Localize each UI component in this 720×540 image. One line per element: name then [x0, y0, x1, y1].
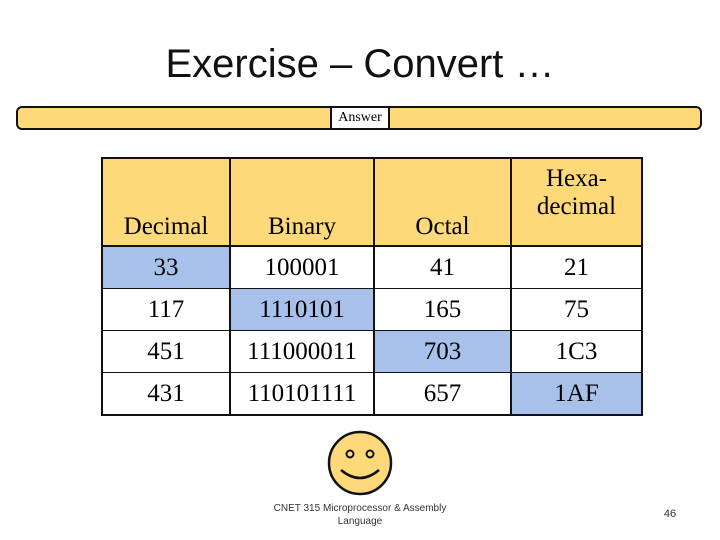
table-cell: 657: [373, 372, 512, 415]
header-octal: Octal: [373, 158, 512, 247]
smiley-face-icon: [327, 430, 393, 496]
table-cell: 431: [101, 372, 231, 415]
header-decimal: Decimal: [101, 158, 231, 247]
table-row: 117 1110101 165 75: [101, 288, 643, 331]
table-cell: 110101111: [229, 372, 375, 415]
table-cell: 1C3: [510, 330, 643, 373]
header-binary: Binary: [229, 158, 375, 247]
table-cell: 41: [373, 245, 512, 289]
header-hexadecimal-line-1: Hexa-: [545, 165, 608, 192]
table-cell: 451: [101, 330, 231, 373]
table-row: 33 100001 41 21: [101, 245, 643, 289]
table-header-row: Decimal Binary Octal Hexa-decimal: [101, 158, 643, 247]
footer-text: CNET 315 Microprocessor & Assembly Langu…: [273, 503, 447, 527]
slide-title: Exercise – Convert …: [165, 42, 555, 86]
table-row: 451 111000011 703 1C3: [101, 330, 643, 373]
table-cell: 165: [373, 288, 512, 331]
table-cell: 21: [510, 245, 643, 289]
table-cell: 703: [373, 330, 512, 373]
table-cell: 1110101: [229, 288, 375, 331]
table-cell: 75: [510, 288, 643, 331]
answer-label: Answer: [330, 106, 390, 130]
conversion-table: Decimal Binary Octal Hexa-decimal 33 100…: [101, 157, 643, 416]
table-cell: 117: [101, 288, 231, 331]
table-row: 431 110101111 657 1AF: [101, 372, 643, 415]
header-hexadecimal: Hexa-decimal: [510, 158, 643, 247]
page-number: 46: [663, 508, 677, 520]
table-cell: 33: [101, 245, 231, 289]
table-cell: 100001: [229, 245, 375, 289]
header-hexadecimal-line-2: decimal: [536, 193, 617, 220]
table-cell: 111000011: [229, 330, 375, 373]
table-cell: 1AF: [510, 372, 643, 415]
